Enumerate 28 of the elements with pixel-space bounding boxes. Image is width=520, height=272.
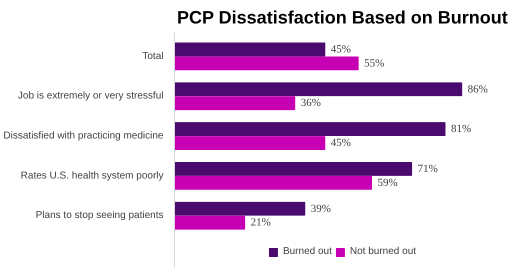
data-label: 71% bbox=[418, 162, 438, 175]
bar bbox=[174, 42, 326, 56]
bar bbox=[174, 216, 246, 230]
data-label: 39% bbox=[310, 202, 331, 215]
bar bbox=[174, 202, 306, 216]
bar bbox=[174, 56, 359, 70]
chart-title: PCP Dissatisfaction Based on Burnout bbox=[176, 8, 508, 28]
data-label: 45% bbox=[330, 137, 351, 150]
y-tick-label: Total bbox=[142, 50, 164, 62]
data-label: 86% bbox=[468, 83, 488, 96]
bar bbox=[174, 96, 296, 110]
data-label: 55% bbox=[364, 57, 384, 70]
bar bbox=[174, 122, 446, 136]
data-label: 59% bbox=[378, 176, 398, 189]
y-tick-label: Job is extremely or very stressful bbox=[18, 90, 164, 102]
data-label: 45% bbox=[330, 43, 351, 56]
data-label: 81% bbox=[450, 123, 472, 136]
bar bbox=[174, 82, 462, 96]
y-tick-label: Rates U.S. health system poorly bbox=[20, 170, 164, 182]
legend-label: Not burned out bbox=[350, 246, 416, 257]
bar bbox=[174, 176, 372, 190]
y-tick-label: Dissatisfied with practicing medicine bbox=[3, 130, 164, 142]
y-tick-label: Plans to stop seeing patients bbox=[36, 210, 164, 222]
data-label: 36% bbox=[300, 97, 321, 110]
bar bbox=[174, 136, 326, 150]
legend-label: Burned out bbox=[282, 246, 332, 257]
data-label: 21% bbox=[250, 216, 271, 229]
bar bbox=[174, 162, 412, 176]
